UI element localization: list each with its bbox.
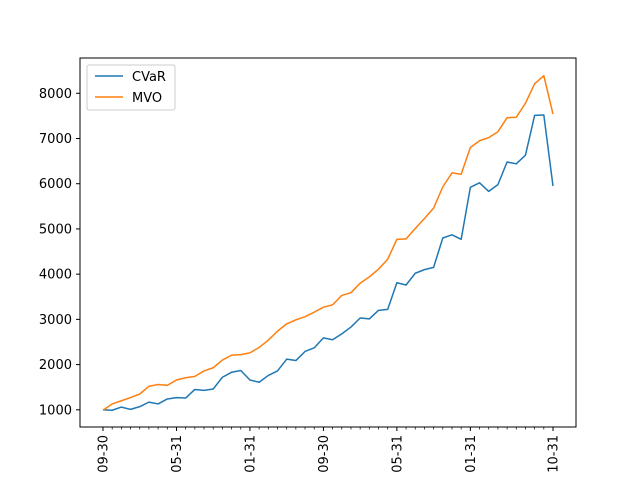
legend-label-mvo: MVO [132, 91, 162, 106]
y-tick-label: 5000 [39, 222, 72, 237]
y-tick-label: 1000 [39, 403, 72, 418]
y-tick-label: 2000 [39, 358, 72, 373]
y-tick-label: 3000 [39, 313, 72, 328]
y-axis: 1000 2000 3000 4000 5000 6000 7000 8000 [39, 87, 80, 418]
legend-label-cvar: CVaR [132, 70, 166, 85]
y-tick-label: 4000 [39, 268, 72, 283]
plot-frame [79, 57, 577, 428]
x-tick-label: 05-31 [170, 435, 185, 473]
y-tick-label: 7000 [39, 132, 72, 147]
x-tick-label: 01-31 [243, 435, 258, 473]
x-axis: 09-30 05-31 01-31 09-30 05-31 01-31 10-31 [97, 427, 562, 473]
x-tick-label: 10-31 [547, 435, 562, 473]
series-line-mvo [102, 74, 554, 411]
y-tick-label: 8000 [39, 87, 72, 102]
series-line-cvar [102, 114, 554, 412]
series-layer [102, 74, 554, 412]
x-tick-label: 01-31 [464, 435, 479, 473]
x-tick-label: 09-30 [97, 435, 112, 473]
legend: CVaR MVO [86, 64, 176, 111]
x-tick-label: 09-30 [317, 435, 332, 473]
y-tick-label: 6000 [39, 177, 72, 192]
x-tick-label: 05-31 [390, 435, 405, 473]
